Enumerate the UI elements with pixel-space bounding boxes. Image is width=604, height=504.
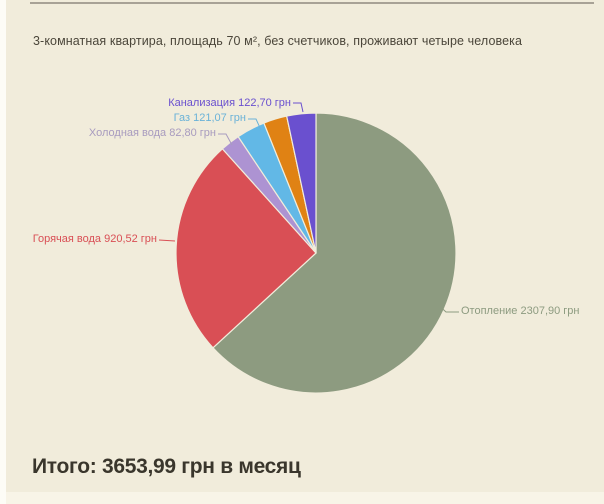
leader-line-cold-water	[218, 133, 233, 146]
pie-slice-heating	[212, 112, 457, 394]
top-divider	[30, 2, 594, 4]
slice-label-hot-water: Горячая вода 920,52 грн	[32, 233, 157, 245]
panel-footer-strip	[6, 492, 604, 504]
slice-label-heating: Отопление 2307,90 грн	[461, 305, 580, 317]
total-label: Итого: 3653,99 грн в месяц	[32, 455, 301, 478]
slice-label-sewerage: Канализация 122,70 грн	[168, 97, 291, 109]
pie-slice-sewerage	[285, 112, 317, 254]
pie-slice-hot-water	[175, 147, 317, 349]
leader-line-sewerage	[293, 102, 304, 113]
leader-line-heating	[432, 299, 459, 313]
leader-line-gas	[248, 118, 262, 131]
leader-line-hot-water	[158, 239, 176, 242]
slice-label-gas: Газ 121,07 грн	[173, 112, 246, 124]
slice-label-cold-water: Холодная вода 82,80 грн	[88, 127, 216, 139]
chart-title: 3-комнатная квартира, площадь 70 м², без…	[33, 34, 523, 48]
